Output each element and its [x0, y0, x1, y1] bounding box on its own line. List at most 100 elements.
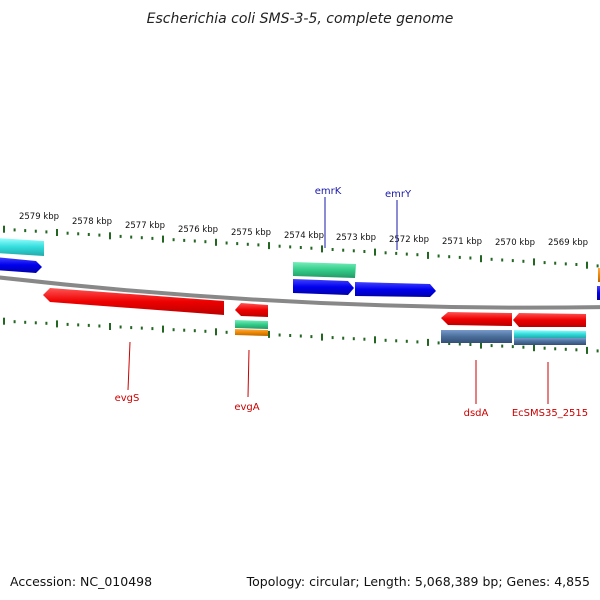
- gene-blue-left[interactable]: [0, 257, 42, 273]
- inner-scale-ticks: [3, 317, 599, 354]
- minor-tick: [490, 257, 493, 261]
- minor-tick: [448, 255, 451, 259]
- label-emrY[interactable]: emrY: [385, 189, 412, 200]
- minor-tick: [24, 229, 27, 233]
- minor-tick: [363, 250, 366, 253]
- minor-tick: [193, 239, 196, 243]
- minor-tick: [289, 245, 292, 249]
- scale-label-2571: 2571 kbp: [442, 237, 482, 247]
- minor-tick: [130, 326, 133, 330]
- gene-evgA-orange[interactable]: [235, 329, 268, 336]
- minor-tick: [342, 336, 345, 340]
- minor-tick: [363, 337, 366, 341]
- minor-tick: [98, 324, 101, 328]
- major-tick: [321, 245, 323, 253]
- label-evgS[interactable]: evgS: [115, 393, 140, 404]
- minor-tick: [66, 322, 69, 326]
- minor-tick: [596, 264, 599, 268]
- major-tick: [109, 232, 111, 240]
- gene-EcSMS35-cyan[interactable]: [514, 330, 586, 338]
- minor-tick: [310, 246, 313, 250]
- gene-blue-right[interactable]: [597, 286, 600, 300]
- major-tick: [109, 323, 111, 330]
- minor-tick: [522, 259, 525, 263]
- minor-tick: [490, 344, 493, 348]
- evgA-leader: [247, 349, 250, 398]
- label-evgA[interactable]: evgA: [234, 402, 259, 413]
- label-dsdA[interactable]: dsdA: [464, 408, 489, 419]
- minor-tick: [172, 328, 175, 332]
- scale-label-2578: 2578 kbp: [72, 217, 112, 227]
- gene-emrK[interactable]: [293, 279, 354, 295]
- minor-tick: [554, 261, 557, 265]
- minor-tick: [564, 262, 567, 266]
- minor-tick: [543, 346, 546, 350]
- label-EcSMS35_2515[interactable]: EcSMS35_2515: [512, 408, 588, 419]
- minor-tick: [34, 321, 37, 325]
- minor-tick: [596, 349, 599, 353]
- minor-tick: [416, 253, 419, 257]
- minor-tick: [384, 338, 387, 342]
- minor-tick: [437, 254, 440, 258]
- minor-tick: [257, 243, 260, 247]
- major-tick: [162, 325, 164, 333]
- scale-label-2569: 2569 kbp: [548, 238, 588, 248]
- minor-tick: [395, 339, 398, 343]
- minor-tick: [405, 252, 408, 256]
- major-tick: [215, 238, 217, 246]
- forward-strand-genes: [0, 238, 600, 300]
- minor-tick: [140, 326, 143, 330]
- gene-evgA-green[interactable]: [235, 320, 268, 329]
- minor-tick: [183, 238, 186, 242]
- accession-text: Accession: NC_010498: [10, 574, 152, 589]
- minor-tick: [575, 263, 578, 266]
- major-tick: [374, 248, 376, 256]
- minor-tick: [384, 251, 387, 255]
- minor-tick: [310, 335, 313, 339]
- major-tick: [56, 229, 58, 236]
- gene-dsdA[interactable]: [441, 312, 512, 326]
- major-tick: [3, 317, 5, 325]
- scale-label-2570: 2570 kbp: [495, 238, 535, 248]
- reverse-strand-genes: [43, 288, 586, 345]
- minor-tick: [183, 328, 186, 332]
- gene-emrY[interactable]: [355, 282, 436, 297]
- minor-tick: [24, 320, 27, 324]
- gene-labels: emrK emrY evgS evgA dsdA EcSMS35_2515: [115, 186, 589, 419]
- minor-tick: [225, 241, 228, 245]
- minor-tick: [458, 342, 461, 346]
- minor-tick: [225, 330, 228, 334]
- gene-emrK-upper[interactable]: [293, 262, 356, 278]
- gene-EcSMS35_2515[interactable]: [513, 313, 586, 327]
- minor-tick: [246, 242, 249, 246]
- minor-tick: [554, 347, 557, 351]
- label-emrK[interactable]: emrK: [315, 186, 342, 197]
- gene-cyan-left[interactable]: [0, 238, 44, 256]
- major-tick: [480, 341, 482, 349]
- minor-tick: [299, 334, 302, 338]
- scale-label-2572: 2572 kbp: [389, 235, 429, 245]
- label-leaders: [127, 197, 549, 404]
- minor-tick: [469, 256, 472, 260]
- scale-label-2576: 2576 kbp: [178, 225, 218, 235]
- minor-tick: [511, 259, 514, 263]
- gene-EcSMS35-steel[interactable]: [514, 338, 586, 345]
- minor-tick: [395, 251, 398, 255]
- minor-tick: [543, 261, 546, 265]
- scale-labels: 2579 kbp 2578 kbp 2577 kbp 2576 kbp 2575…: [19, 212, 588, 248]
- major-tick: [586, 346, 588, 354]
- major-tick: [215, 328, 217, 336]
- minor-tick: [45, 321, 48, 325]
- minor-tick: [564, 347, 567, 351]
- major-tick: [427, 251, 429, 259]
- gene-dsdA-steel[interactable]: [441, 330, 512, 343]
- gene-evgS[interactable]: [43, 288, 224, 315]
- minor-tick: [13, 228, 16, 232]
- minor-tick: [236, 242, 239, 246]
- gene-evgA[interactable]: [235, 303, 268, 317]
- minor-tick: [501, 344, 504, 348]
- major-tick: [268, 242, 270, 250]
- minor-tick: [119, 325, 122, 329]
- minor-tick: [87, 233, 90, 236]
